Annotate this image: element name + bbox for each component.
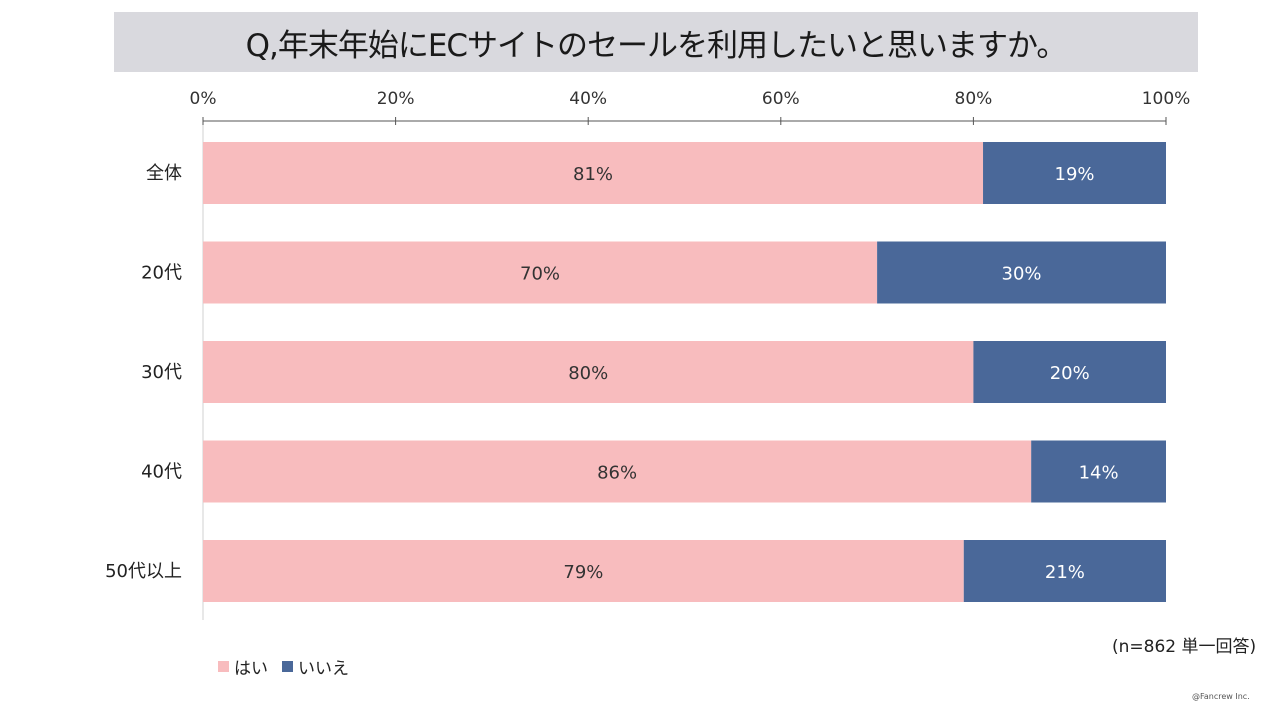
data-label-no: 30%	[1002, 264, 1042, 285]
legend-label-no: いいえ	[298, 659, 349, 679]
legend-item-yes: はい	[218, 654, 268, 679]
bar-yes	[203, 341, 974, 403]
legend-swatch-yes	[218, 661, 229, 672]
data-label-yes: 81%	[573, 164, 613, 185]
data-label-no: 14%	[1079, 463, 1119, 484]
x-tick-label: 60%	[762, 89, 800, 109]
data-label-yes: 86%	[597, 463, 637, 484]
chart-title: Q,年末年始にECサイトのセールを利用したいと思いますか。	[245, 27, 1068, 64]
bar-yes	[203, 241, 878, 304]
category-label: 50代以上	[105, 561, 182, 582]
title-band: Q,年末年始にECサイトのセールを利用したいと思いますか。	[114, 12, 1198, 72]
x-tick-label: 80%	[955, 89, 993, 109]
bar-no	[983, 142, 1166, 204]
legend-label-yes: はい	[234, 659, 268, 679]
x-tick-label: 0%	[190, 89, 217, 109]
data-label-no: 19%	[1055, 164, 1095, 185]
bar-yes	[203, 440, 1032, 503]
data-label-yes: 80%	[568, 363, 608, 384]
data-label-yes: 70%	[520, 264, 560, 285]
category-label: 40代	[141, 462, 182, 483]
bar-yes	[203, 142, 984, 204]
bar-yes	[203, 540, 964, 602]
data-label-no: 20%	[1050, 363, 1090, 384]
category-label: 20代	[141, 263, 182, 284]
x-tick-label: 40%	[569, 89, 607, 109]
category-label: 30代	[141, 362, 182, 383]
legend-item-no: いいえ	[282, 654, 349, 679]
sample-note: (n=862 単一回答)	[1112, 637, 1257, 657]
bar-no	[973, 341, 1166, 403]
bar-no	[877, 241, 1166, 304]
bar-no	[963, 540, 1166, 602]
x-tick-label: 20%	[377, 89, 415, 109]
copyright: @Fancrew Inc.	[1192, 692, 1250, 701]
bar-no	[1031, 440, 1166, 503]
legend-swatch-no	[282, 661, 293, 672]
x-tick-label: 100%	[1142, 89, 1191, 109]
legend: はい いいえ	[218, 654, 363, 679]
data-label-no: 21%	[1045, 562, 1085, 583]
category-label: 全体	[146, 163, 182, 184]
data-label-yes: 79%	[563, 562, 603, 583]
